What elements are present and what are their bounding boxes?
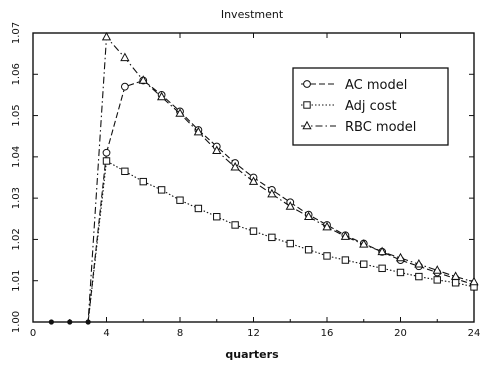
data-point-7 — [175, 108, 185, 117]
data-point-19 — [395, 252, 406, 262]
x-tick-label: 24 — [468, 328, 481, 339]
legend-item: Adj cost — [301, 99, 397, 114]
y-tick-label: 1.07 — [11, 22, 22, 44]
steady-state-point — [48, 319, 54, 325]
y-tick-label: 1.03 — [11, 187, 22, 209]
data-point-8 — [193, 126, 204, 136]
data-point-18 — [377, 246, 387, 256]
series-triangle — [51, 31, 479, 323]
data-point-16 — [341, 256, 350, 264]
legend-item: AC model — [301, 78, 407, 93]
legend: AC model Adj cost RBC model — [292, 67, 449, 146]
data-point-16 — [340, 231, 351, 240]
data-point-17 — [360, 260, 368, 268]
data-point-12 — [268, 233, 276, 242]
data-point-6 — [157, 186, 166, 194]
data-point-4 — [120, 52, 130, 62]
data-point-9 — [212, 145, 222, 154]
data-point-12 — [267, 188, 277, 198]
series-square — [51, 157, 478, 323]
data-point-14 — [303, 211, 314, 221]
steady-state-point — [85, 319, 91, 325]
data-point-20 — [414, 258, 424, 268]
data-point-19 — [396, 268, 405, 277]
y-tick-label: 1.05 — [11, 104, 22, 126]
data-point-22 — [451, 279, 460, 287]
data-point-15 — [322, 221, 332, 231]
data-point-10 — [231, 221, 239, 229]
data-point-3 — [102, 148, 111, 157]
data-point-22 — [450, 271, 461, 280]
y-tick-label: 1.01 — [11, 270, 22, 292]
y-tick-label: 1.06 — [11, 63, 22, 85]
data-point-9 — [213, 213, 221, 221]
data-point-5 — [138, 75, 148, 84]
data-point-6 — [156, 91, 167, 101]
x-axis-label: quarters — [225, 348, 279, 361]
data-point-5 — [139, 177, 147, 186]
y-tick-label: 1.02 — [11, 228, 22, 250]
y-tick-label: 1.04 — [11, 146, 22, 168]
x-tick-label: 12 — [247, 328, 260, 339]
plot-area: 0 4 8 12 16 20 24 1.00 1.01 1.02 1.03 1.04 1.05 1.06 1… — [11, 22, 480, 339]
data-point-13 — [286, 239, 294, 248]
data-point-21 — [433, 276, 441, 284]
data-point-23 — [469, 276, 479, 286]
data-point-18 — [378, 264, 386, 273]
series-line — [51, 160, 475, 323]
data-point-legend — [303, 101, 311, 109]
data-point-4 — [120, 82, 129, 91]
data-point-legend — [302, 120, 312, 130]
data-point-3 — [102, 157, 111, 165]
data-point-11 — [248, 176, 259, 185]
chart-title: Investment — [221, 8, 284, 21]
data-point-17 — [359, 239, 369, 248]
legend-label: RBC model — [345, 120, 416, 135]
legend-label: AC model — [345, 78, 407, 93]
x-tick-label: 4 — [103, 328, 109, 339]
data-point-13 — [285, 201, 295, 210]
data-point-20 — [415, 272, 423, 281]
x-tick-label: 8 — [177, 328, 183, 339]
data-point-10 — [230, 161, 240, 171]
data-point-3 — [101, 31, 112, 41]
data-point-21 — [432, 265, 442, 274]
data-point-legend — [303, 80, 311, 88]
data-point-15 — [323, 252, 331, 260]
x-tick-label: 16 — [321, 328, 334, 339]
data-point-7 — [176, 196, 184, 204]
steady-state-point — [67, 319, 73, 325]
data-point-8 — [194, 204, 203, 213]
x-tick-label: 20 — [394, 328, 407, 339]
y-tick-label: 1.00 — [11, 311, 22, 333]
x-tick-label: 0 — [30, 328, 36, 339]
legend-label: Adj cost — [345, 99, 397, 114]
data-point-4 — [121, 167, 129, 176]
legend-item: RBC model — [301, 120, 416, 135]
data-point-11 — [249, 227, 258, 235]
legend-box — [292, 67, 449, 146]
data-point-14 — [304, 246, 313, 254]
